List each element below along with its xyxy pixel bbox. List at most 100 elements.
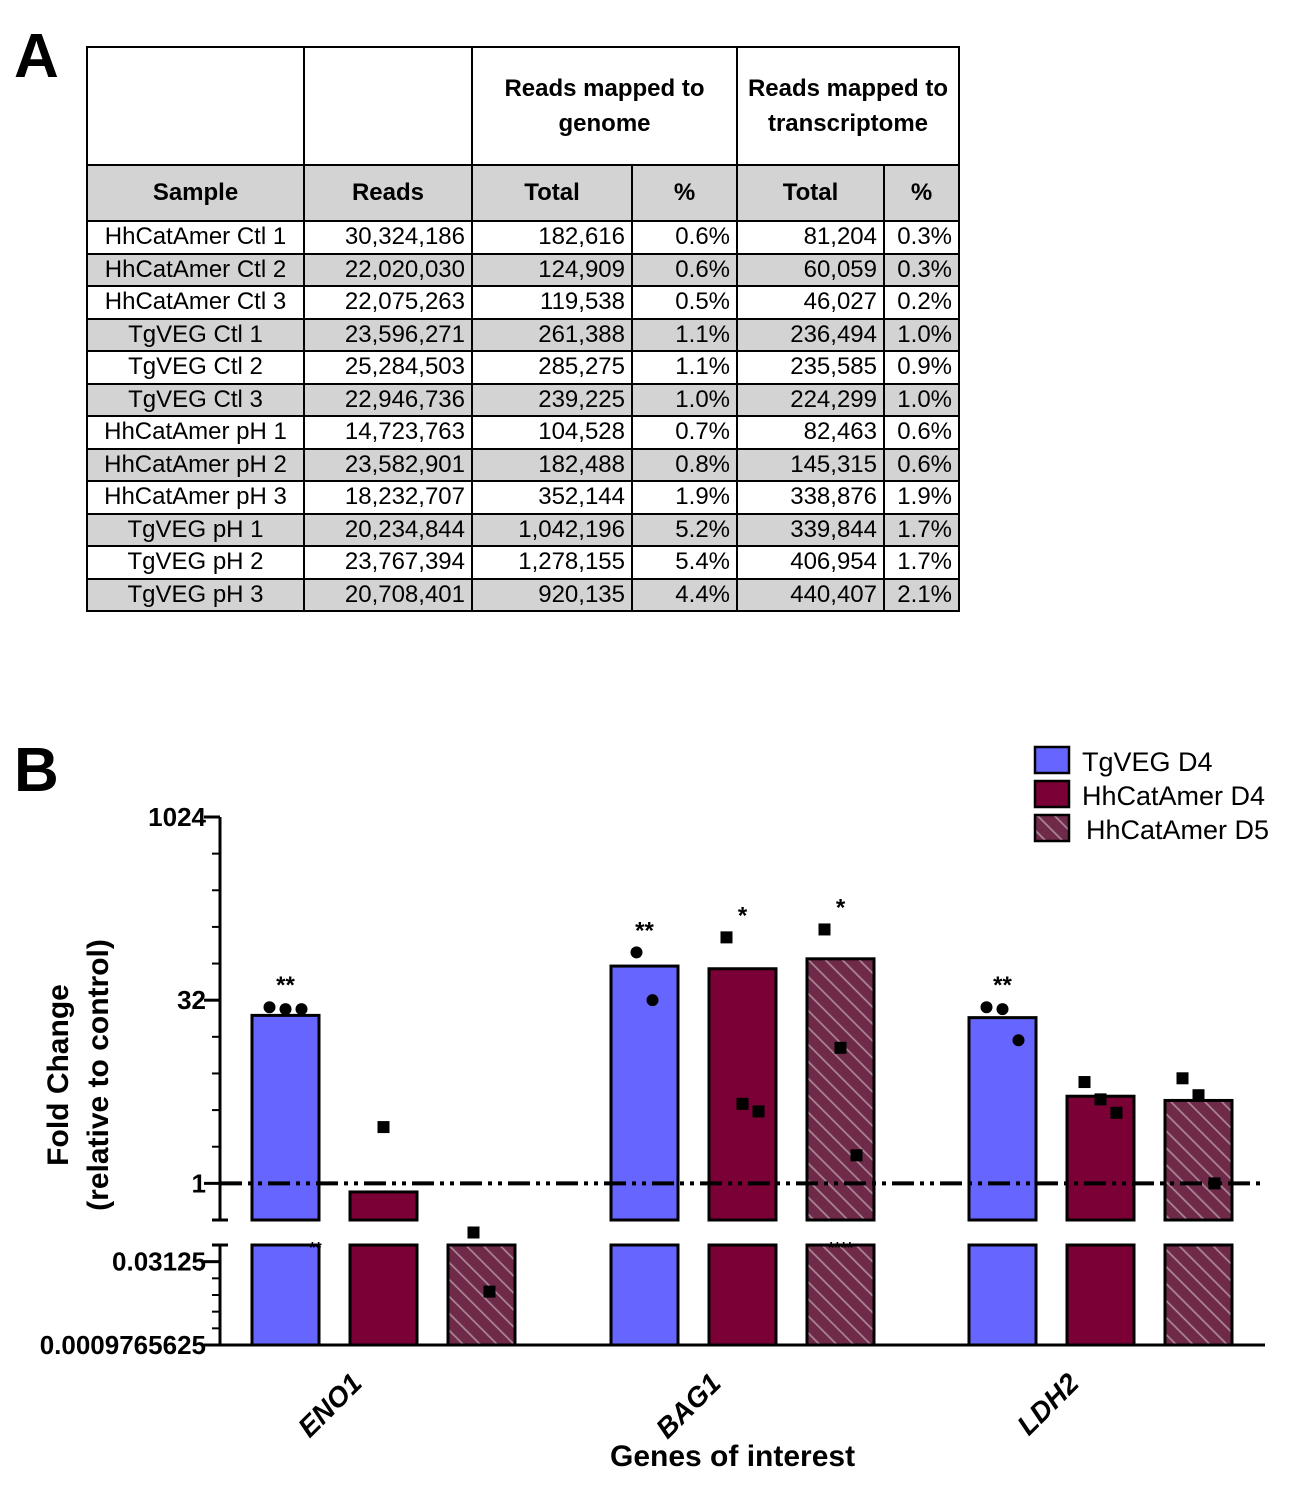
table-cell: 0.8% — [631, 447, 738, 482]
table-cell: 182,616 — [471, 220, 633, 255]
table-cell: 22,020,030 — [303, 252, 473, 287]
data-point — [646, 994, 659, 1007]
table-row: TgVEG Ctl 1 23,596,271 261,388 1.1% 236,494 1… — [86, 317, 960, 352]
table-cell: 0.6% — [631, 252, 738, 287]
data-point — [483, 1285, 496, 1298]
data-point — [752, 1105, 765, 1118]
table-cell: TgVEG pH 2 — [86, 545, 305, 580]
table-cell: 20,708,401 — [303, 577, 473, 612]
table-cell: 82,463 — [736, 415, 885, 450]
table-cell: 440,407 — [736, 577, 885, 612]
y-axis-title-line2: (relative to control) — [82, 939, 115, 1211]
table-row: HhCatAmer pH 2 23,582,901 182,488 0.8% 145,3… — [86, 447, 960, 482]
table-cell: TgVEG Ctl 2 — [86, 350, 305, 385]
data-point — [834, 1041, 847, 1054]
y-tick-label: 1024 — [148, 802, 206, 832]
table-cell: 23,582,901 — [303, 447, 473, 482]
table-cell: 23,596,271 — [303, 317, 473, 352]
table-cell: 25,284,503 — [303, 350, 473, 385]
data-point — [467, 1226, 480, 1239]
data-point — [263, 1001, 276, 1014]
data-point — [630, 946, 643, 959]
table-cell: 0.9% — [883, 350, 960, 385]
bar-eno1-hhcatamer-d4 — [348, 1190, 419, 1222]
legend-label: HhCatAmer D4 — [1082, 781, 1265, 811]
table-cell: 81,204 — [736, 220, 885, 255]
table-cell: 261,388 — [471, 317, 633, 352]
significance-marker: * — [836, 894, 846, 921]
table-row: HhCatAmer Ctl 3 22,075,263 119,538 0.5% 46,0… — [86, 285, 960, 320]
table-cell: 30,324,186 — [303, 220, 473, 255]
table-row: HhCatAmer pH 3 18,232,707 352,144 1.9% 338,8… — [86, 480, 960, 515]
significance-marker: **** — [828, 1240, 854, 1257]
bar-bag1-hhcatamer-d4 — [707, 967, 778, 1222]
data-point — [1078, 1076, 1091, 1089]
data-point — [1176, 1072, 1189, 1085]
table-cell: 235,585 — [736, 350, 885, 385]
legend-swatch — [1033, 813, 1071, 843]
table-row: TgVEG pH 1 20,234,844 1,042,196 5.2% 339,844… — [86, 512, 960, 547]
table-row: HhCatAmer Ctl 2 22,020,030 124,909 0.6% 60,0… — [86, 252, 960, 287]
bar-ldh2-hhcatamer-d5 — [1163, 1098, 1234, 1222]
table-row: TgVEG pH 3 20,708,401 920,135 4.4% 440,407 2.… — [86, 577, 960, 612]
table-row: TgVEG Ctl 2 25,284,503 285,275 1.1% 235,585 0… — [86, 350, 960, 385]
table-row: HhCatAmer Ctl 1 30,324,186 182,616 0.6% 81,2… — [86, 220, 960, 255]
x-tick-label: ENO1 — [292, 1367, 368, 1443]
table-cell: 46,027 — [736, 285, 885, 320]
bar-bag1-hhcatamer-d4-lower — [707, 1243, 778, 1347]
reads-table: Reads mapped to genome Reads mapped to t… — [86, 46, 960, 612]
table-cell: 18,232,707 — [303, 480, 473, 515]
col-header-transcriptome-total: Total — [736, 164, 885, 222]
bar-eno1-hhcatamer-d5-lower — [446, 1243, 517, 1347]
table-cell: 236,494 — [736, 317, 885, 352]
col-header-sample: Sample — [86, 164, 305, 222]
significance-marker: ** — [309, 1240, 322, 1257]
table-cell: 1.1% — [631, 350, 738, 385]
legend-swatch — [1033, 745, 1071, 775]
table-cell: 145,315 — [736, 447, 885, 482]
table-cell: 1.7% — [883, 545, 960, 580]
table-cell: 406,954 — [736, 545, 885, 580]
bar-eno1-hhcatamer-d4-lower — [348, 1243, 419, 1347]
table-cell: HhCatAmer Ctl 3 — [86, 285, 305, 320]
legend-label: TgVEG D4 — [1082, 747, 1213, 777]
table-cell: 0.6% — [883, 447, 960, 482]
table-cell: 1,042,196 — [471, 512, 633, 547]
data-point — [279, 1003, 292, 1016]
y-tick-label: 32 — [177, 985, 206, 1015]
col-header-reads: Reads — [303, 164, 473, 222]
table-cell: HhCatAmer Ctl 1 — [86, 220, 305, 255]
significance-marker: ** — [276, 972, 295, 999]
table-cell: 124,909 — [471, 252, 633, 287]
table-cell: 119,538 — [471, 285, 633, 320]
data-point — [1208, 1177, 1221, 1190]
data-point — [850, 1149, 863, 1162]
x-tick-label: BAG1 — [650, 1367, 727, 1444]
data-point — [818, 923, 831, 936]
x-tick-label: LDH2 — [1011, 1367, 1085, 1441]
table-cell: 0.3% — [883, 220, 960, 255]
table-body: HhCatAmer Ctl 1 30,324,186 182,616 0.6% 81,2… — [86, 220, 960, 612]
table-cell: 182,488 — [471, 447, 633, 482]
table-row: TgVEG pH 2 23,767,394 1,278,155 5.4% 406,954… — [86, 545, 960, 580]
data-point — [720, 931, 733, 944]
y-tick-label: 0.0009765625 — [40, 1330, 206, 1360]
bar-ldh2-hhcatamer-d5-lower — [1163, 1243, 1234, 1347]
table-cell: HhCatAmer pH 3 — [86, 480, 305, 515]
table-cell: 1.1% — [631, 317, 738, 352]
x-axis-title: Genes of interest — [610, 1440, 855, 1473]
data-point — [1094, 1093, 1107, 1106]
table-cell: 338,876 — [736, 480, 885, 515]
col-header-transcriptome-percent: % — [883, 164, 960, 222]
group-header-genome: Reads mapped to genome — [471, 46, 738, 166]
significance-marker: * — [738, 902, 748, 929]
table-cell: 1.9% — [883, 480, 960, 515]
table-cell: 4.4% — [631, 577, 738, 612]
table-cell: TgVEG Ctl 1 — [86, 317, 305, 352]
data-point — [996, 1003, 1009, 1016]
data-point — [980, 1001, 993, 1014]
table-cell: 285,275 — [471, 350, 633, 385]
y-axis-title-line1: Fold Change — [42, 984, 75, 1166]
table-cell: 1.7% — [883, 512, 960, 547]
